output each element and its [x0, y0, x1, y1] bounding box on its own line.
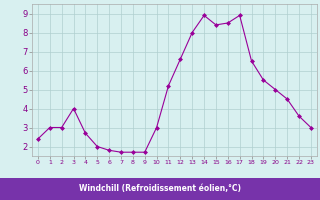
Text: Windchill (Refroidissement éolien,°C): Windchill (Refroidissement éolien,°C) [79, 184, 241, 194]
